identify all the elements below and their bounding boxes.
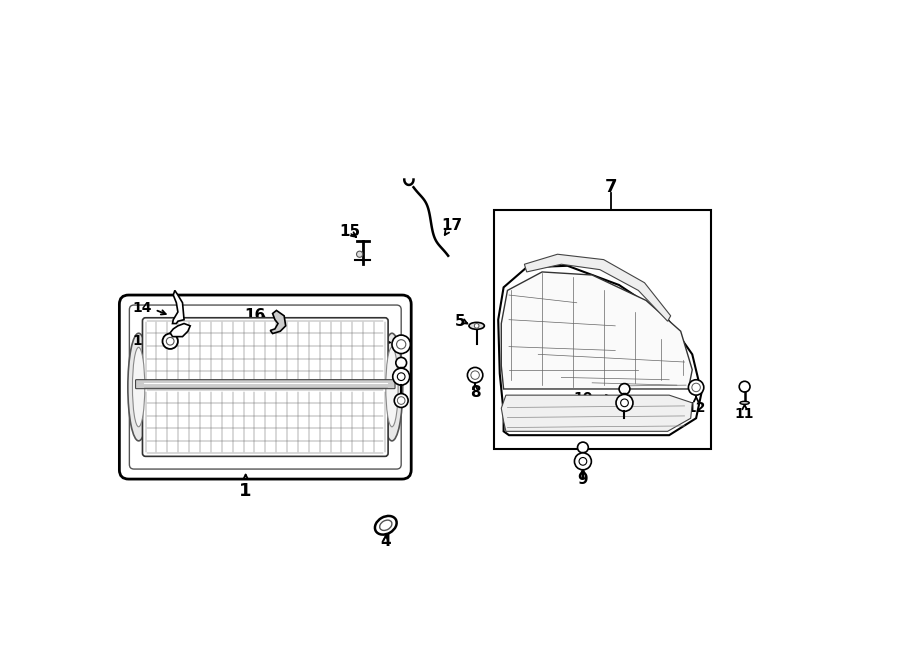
Text: 1: 1 xyxy=(239,482,252,500)
Bar xyxy=(493,211,711,449)
Circle shape xyxy=(688,380,704,395)
Text: 4: 4 xyxy=(381,534,392,549)
Ellipse shape xyxy=(375,516,397,535)
Circle shape xyxy=(621,399,628,406)
Polygon shape xyxy=(501,395,692,432)
Circle shape xyxy=(739,381,750,392)
FancyBboxPatch shape xyxy=(142,318,388,387)
Ellipse shape xyxy=(386,348,398,427)
Text: 3: 3 xyxy=(382,406,393,421)
FancyBboxPatch shape xyxy=(130,305,401,469)
Circle shape xyxy=(166,338,174,345)
Ellipse shape xyxy=(469,322,484,329)
Circle shape xyxy=(619,383,630,395)
Text: 8: 8 xyxy=(470,385,481,401)
Circle shape xyxy=(616,395,633,411)
Text: 12: 12 xyxy=(687,401,706,415)
Circle shape xyxy=(396,357,407,368)
Text: 11: 11 xyxy=(735,406,754,420)
Circle shape xyxy=(163,334,178,349)
Polygon shape xyxy=(501,272,692,389)
Text: 16: 16 xyxy=(244,308,266,323)
Circle shape xyxy=(392,368,410,385)
Circle shape xyxy=(392,335,410,354)
Polygon shape xyxy=(525,254,670,321)
FancyBboxPatch shape xyxy=(136,380,395,389)
Circle shape xyxy=(397,373,405,381)
Polygon shape xyxy=(499,265,701,435)
Circle shape xyxy=(471,371,480,379)
Text: 10: 10 xyxy=(573,391,592,405)
Polygon shape xyxy=(173,291,184,324)
Ellipse shape xyxy=(132,348,145,427)
Circle shape xyxy=(474,324,479,328)
Text: 15: 15 xyxy=(339,224,360,238)
Ellipse shape xyxy=(128,333,149,441)
FancyBboxPatch shape xyxy=(142,387,388,456)
Circle shape xyxy=(398,397,405,404)
Text: 7: 7 xyxy=(605,178,617,196)
Ellipse shape xyxy=(740,401,749,404)
Circle shape xyxy=(692,383,700,392)
Text: 17: 17 xyxy=(441,218,463,233)
Circle shape xyxy=(467,367,482,383)
Text: 9: 9 xyxy=(578,473,589,487)
Circle shape xyxy=(356,251,363,258)
FancyBboxPatch shape xyxy=(120,295,411,479)
Ellipse shape xyxy=(380,520,392,530)
Circle shape xyxy=(579,457,587,465)
Circle shape xyxy=(574,453,591,470)
Polygon shape xyxy=(270,310,285,334)
Circle shape xyxy=(578,442,589,453)
Polygon shape xyxy=(170,324,190,336)
Circle shape xyxy=(397,340,406,349)
Text: 6: 6 xyxy=(377,334,388,349)
Text: 5: 5 xyxy=(454,314,465,329)
Text: 2: 2 xyxy=(373,360,383,375)
Text: 13: 13 xyxy=(132,334,151,348)
Ellipse shape xyxy=(382,333,402,441)
Circle shape xyxy=(394,394,408,407)
Text: 14: 14 xyxy=(132,301,151,315)
